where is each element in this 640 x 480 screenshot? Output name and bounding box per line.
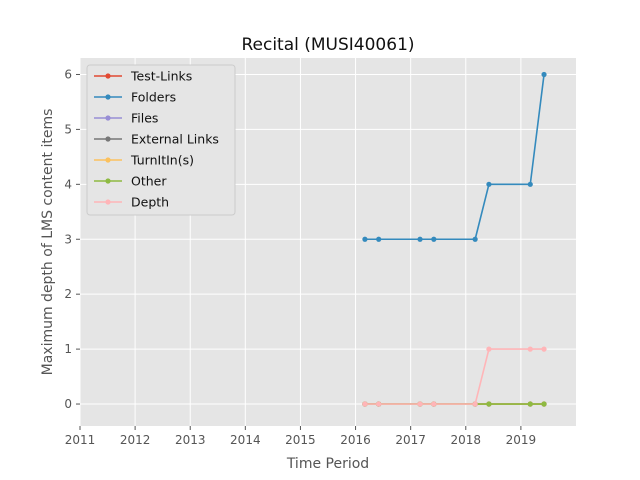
x-tick-label: 2017 <box>395 433 426 447</box>
x-tick-label: 2011 <box>65 433 96 447</box>
data-point-folders <box>417 236 423 242</box>
data-point-depth <box>362 401 368 407</box>
legend-label: Test-Links <box>130 69 192 84</box>
data-point-depth <box>486 346 492 352</box>
legend-item-turnitin-s: TurnItIn(s) <box>94 153 194 168</box>
x-axis-label: Time Period <box>286 456 369 472</box>
legend-frame <box>86 64 236 216</box>
legend-item-depth: Depth <box>94 195 169 210</box>
legend-item-folders: Folders <box>94 90 176 105</box>
x-tick-label: 2018 <box>451 433 482 447</box>
legend-swatch-marker <box>105 115 111 121</box>
data-point-depth <box>431 401 437 407</box>
y-tick-label: 6 <box>64 67 72 81</box>
y-tick-label: 0 <box>64 397 72 411</box>
series-layer <box>362 71 547 407</box>
legend-swatch-marker <box>105 136 111 142</box>
legend-swatch-marker <box>105 178 111 184</box>
x-tick-label: 2014 <box>230 433 261 447</box>
series-depth <box>362 346 547 407</box>
y-tick-label: 3 <box>64 232 72 246</box>
data-point-other <box>541 401 547 407</box>
data-point-depth <box>417 401 423 407</box>
y-axis-ticks: 0 1 2 3 4 5 6 <box>64 67 80 411</box>
x-axis-ticks: 2011 2012 2013 2014 2015 2016 2017 2018 2019 <box>65 426 536 447</box>
y-tick-label: 1 <box>64 342 72 356</box>
legend-label: Files <box>131 111 158 126</box>
data-point-folders <box>486 181 492 187</box>
legend-swatch-marker <box>105 94 111 100</box>
data-point-folders <box>472 236 478 242</box>
legend-label: Other <box>131 174 167 189</box>
legend-swatch-marker <box>105 199 111 205</box>
legend-swatch-marker <box>105 73 111 79</box>
legend-label: TurnItIn(s) <box>130 153 194 168</box>
data-point-folders <box>376 236 382 242</box>
y-tick-label: 4 <box>64 177 72 191</box>
legend-label: External Links <box>131 132 219 147</box>
legend-label: Depth <box>131 195 169 210</box>
data-point-other <box>527 401 533 407</box>
x-tick-label: 2019 <box>506 433 537 447</box>
series-line-folders <box>364 74 545 241</box>
legend-item-external-links: External Links <box>94 132 219 147</box>
data-point-depth <box>376 401 382 407</box>
legend: Test-Links Folders Files External Links Turn… <box>86 64 236 216</box>
legend-label: Folders <box>131 90 176 105</box>
x-tick-label: 2012 <box>120 433 151 447</box>
legend-item-files: Files <box>94 111 158 126</box>
legend-swatch-marker <box>105 157 111 163</box>
legend-item-test-links: Test-Links <box>94 69 192 84</box>
data-point-depth <box>541 346 547 352</box>
x-tick-label: 2013 <box>175 433 206 447</box>
data-point-depth <box>472 401 478 407</box>
x-tick-label: 2016 <box>340 433 371 447</box>
chart-title: Recital (MUSI40061) <box>241 35 414 55</box>
data-point-folders <box>431 236 437 242</box>
series-folders <box>362 71 547 242</box>
data-point-folders <box>527 181 533 187</box>
y-tick-label: 5 <box>64 122 72 136</box>
data-point-depth <box>527 346 533 352</box>
series-line-depth <box>364 348 545 405</box>
y-axis-label: Maximum depth of LMS content items <box>40 109 56 376</box>
data-point-folders <box>362 236 368 242</box>
x-tick-label: 2015 <box>285 433 316 447</box>
y-tick-label: 2 <box>64 287 72 301</box>
legend-items: Test-Links Folders Files External Links Turn… <box>94 69 219 210</box>
data-point-folders <box>541 71 547 78</box>
data-point-other <box>486 401 492 407</box>
legend-item-other: Other <box>94 174 167 189</box>
